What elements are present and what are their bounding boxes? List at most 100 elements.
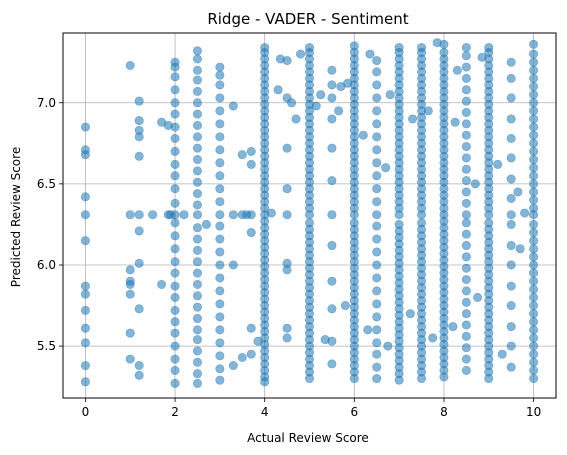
- data-point: [513, 187, 523, 197]
- data-point: [461, 229, 471, 239]
- data-point: [192, 132, 202, 142]
- data-point: [192, 257, 202, 267]
- data-point: [461, 365, 471, 375]
- data-point: [372, 362, 382, 372]
- data-point: [506, 114, 516, 124]
- data-point: [246, 146, 256, 156]
- data-point: [237, 150, 247, 160]
- data-point: [134, 258, 144, 268]
- data-point: [80, 361, 90, 371]
- data-point: [349, 41, 359, 51]
- data-point: [327, 80, 337, 90]
- data-point: [372, 286, 382, 296]
- data-point: [529, 276, 539, 286]
- data-point: [529, 341, 539, 351]
- data-point: [134, 151, 144, 161]
- data-point: [372, 221, 382, 231]
- data-point: [529, 82, 539, 92]
- data-point: [170, 378, 180, 388]
- data-point: [529, 268, 539, 278]
- y-tick-label: 7.0: [37, 96, 56, 110]
- data-point: [372, 145, 382, 155]
- data-point: [506, 174, 516, 184]
- data-point: [192, 325, 202, 335]
- data-point: [529, 219, 539, 229]
- data-point: [506, 301, 516, 311]
- data-point: [170, 146, 180, 156]
- data-point: [170, 198, 180, 208]
- data-point: [529, 236, 539, 246]
- data-point: [461, 320, 471, 330]
- data-point: [80, 377, 90, 387]
- data-point: [215, 247, 225, 257]
- data-point: [228, 101, 238, 111]
- data-point: [405, 309, 415, 319]
- data-point: [461, 153, 471, 163]
- data-point: [134, 96, 144, 106]
- data-point: [327, 93, 337, 103]
- data-point: [80, 236, 90, 246]
- data-point: [506, 153, 516, 163]
- data-point: [372, 106, 382, 116]
- data-point: [304, 43, 314, 53]
- data-point: [372, 234, 382, 244]
- data-point: [372, 184, 382, 194]
- data-point: [228, 260, 238, 270]
- data-point: [428, 333, 438, 343]
- data-point: [316, 90, 326, 100]
- data-point: [282, 210, 292, 220]
- data-point: [282, 323, 292, 333]
- data-point: [372, 273, 382, 283]
- data-point: [529, 163, 539, 173]
- data-point: [215, 210, 225, 220]
- data-point: [529, 73, 539, 83]
- data-point: [417, 218, 427, 228]
- data-point: [134, 361, 144, 371]
- data-point: [497, 349, 507, 359]
- data-point: [282, 258, 292, 268]
- data-point: [327, 143, 337, 153]
- data-point: [192, 335, 202, 345]
- data-point: [192, 279, 202, 289]
- data-point: [192, 143, 202, 153]
- data-point: [461, 286, 471, 296]
- data-point: [529, 90, 539, 100]
- data-point: [529, 155, 539, 165]
- axis-ticks: 0 2 4 6 8 10 5.5 6.0 6.5 7.0: [37, 96, 541, 419]
- data-point: [170, 281, 180, 291]
- data-point: [228, 210, 238, 220]
- data-point: [170, 231, 180, 241]
- x-tick-label: 10: [526, 405, 541, 419]
- data-point: [215, 145, 225, 155]
- data-point: [170, 109, 180, 119]
- data-point: [215, 286, 225, 296]
- data-point: [506, 341, 516, 351]
- data-point: [125, 276, 135, 286]
- x-tick-label: 4: [261, 405, 269, 419]
- data-point: [246, 349, 256, 359]
- data-point: [372, 349, 382, 359]
- data-point: [408, 114, 418, 124]
- data-point: [125, 210, 135, 220]
- data-point: [461, 107, 471, 117]
- data-point: [529, 374, 539, 384]
- data-point: [327, 114, 337, 124]
- data-point: [358, 130, 368, 140]
- data-point: [461, 62, 471, 72]
- data-point: [506, 133, 516, 143]
- data-point: [134, 116, 144, 126]
- data-point: [125, 265, 135, 275]
- data-point: [215, 260, 225, 270]
- data-point: [327, 65, 337, 75]
- data-point: [529, 146, 539, 156]
- data-point: [192, 86, 202, 96]
- data-point: [372, 132, 382, 142]
- data-point: [148, 210, 158, 220]
- data-point: [372, 158, 382, 168]
- data-point: [473, 292, 483, 302]
- data-point: [282, 333, 292, 343]
- data-point: [529, 171, 539, 181]
- data-point: [228, 361, 238, 371]
- data-point: [349, 218, 359, 228]
- data-point: [170, 354, 180, 364]
